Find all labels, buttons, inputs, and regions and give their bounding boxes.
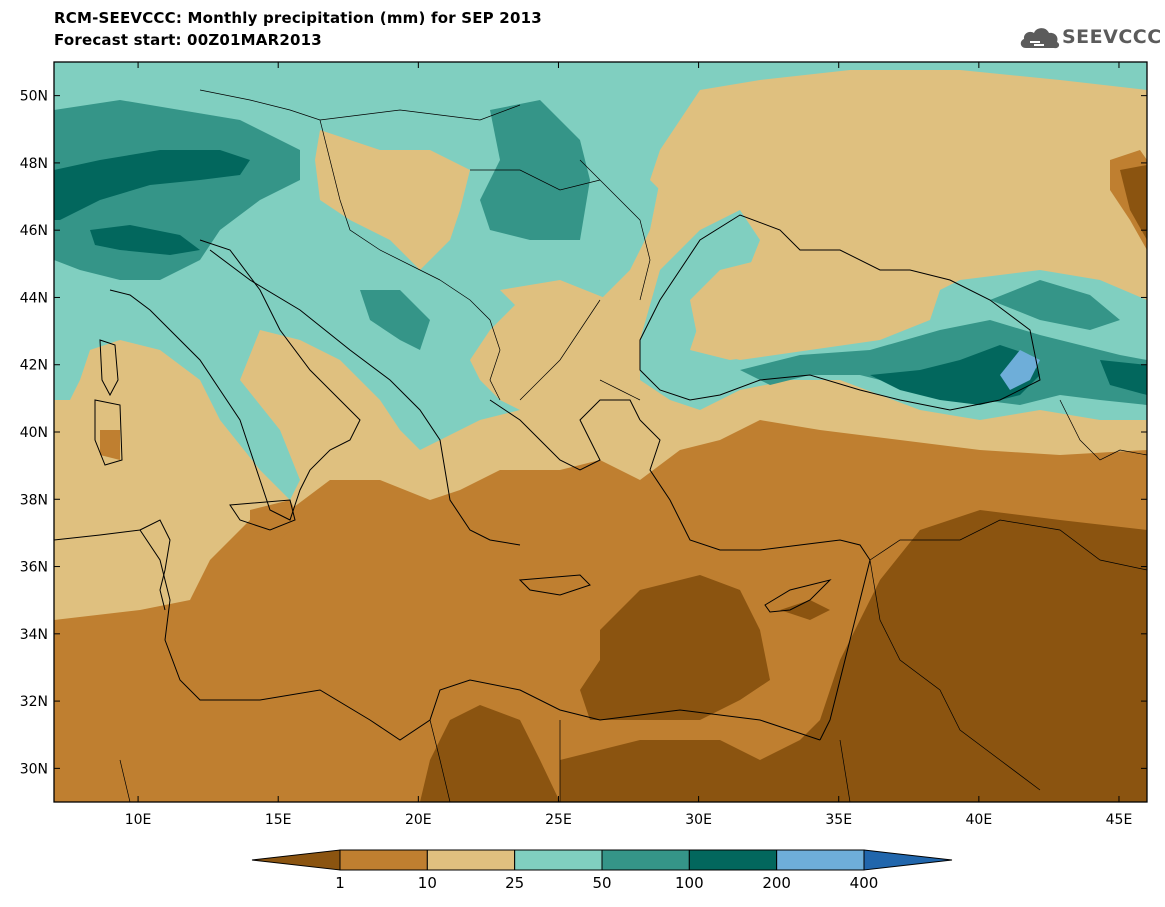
y-tick-label: 30N	[20, 761, 48, 777]
band-below-1-libya	[420, 705, 560, 802]
y-tick-label: 36N	[20, 560, 48, 576]
colorbar-box	[776, 849, 865, 871]
y-tick-label: 44N	[20, 290, 48, 306]
band-10-25-pannonia	[315, 130, 470, 270]
forecast-start-subtitle: Forecast start: 00Z01MAR2013	[54, 31, 322, 49]
band-1-10-sardinia	[100, 430, 120, 460]
logo-text: SEEVCCC	[1062, 26, 1162, 48]
x-tick-label: 10E	[125, 812, 152, 828]
colorbar-label: 50	[592, 874, 611, 892]
band-100-200-alps2	[90, 225, 200, 255]
colorbar-label: 1	[335, 874, 345, 892]
y-tick-label: 32N	[20, 694, 48, 710]
x-tick-label: 30E	[685, 812, 712, 828]
band-50-100-caucasus	[990, 280, 1120, 330]
band-below-1-cyprus	[780, 600, 830, 620]
colorbar-box	[688, 849, 778, 871]
x-axis: 10E 15E 20E 25E 30E 35E 40E 45E	[125, 62, 1133, 828]
y-tick-label: 48N	[20, 156, 48, 172]
band-100-200-georgia	[1100, 360, 1147, 395]
band-200-400	[1000, 350, 1040, 390]
colorbar-box	[514, 849, 603, 871]
y-tick-label: 42N	[20, 358, 48, 374]
x-tick-label: 45E	[1106, 812, 1133, 828]
precipitation-field	[54, 62, 1147, 802]
band-below-1-egypt	[580, 575, 770, 720]
colorbar-label: 25	[505, 874, 524, 892]
band-below-1-sinai	[560, 510, 1147, 802]
x-tick-label: 20E	[405, 812, 432, 828]
colorbar-label: 400	[850, 874, 879, 892]
cloud-icon	[1020, 28, 1060, 49]
colorbar-label: 10	[418, 874, 437, 892]
coastlines	[54, 214, 1041, 741]
band-10-25-blacksea	[690, 260, 940, 360]
band-10-25-balkans	[500, 280, 610, 320]
band-10-25-ukraine	[650, 70, 1147, 270]
borders	[119, 89, 1147, 802]
band-below-1-east	[1120, 165, 1147, 240]
x-tick-label: 15E	[265, 812, 292, 828]
colorbar: 1 10 25 50 100 200 400	[251, 849, 953, 892]
y-axis: 30N 32N 34N 36N 38N 40N 42N 44N 46N 48N 50N	[20, 89, 1147, 777]
band-100-200-alps	[54, 150, 250, 220]
colorbar-label: 200	[762, 874, 791, 892]
band-50-100-pontic	[740, 320, 1147, 405]
band-50-100-dinarides	[360, 290, 430, 350]
colorbar-high-extension	[863, 849, 953, 871]
x-tick-label: 40E	[966, 812, 993, 828]
x-tick-label: 25E	[545, 812, 572, 828]
colorbar-box	[339, 849, 428, 871]
colorbar-label: 100	[675, 874, 704, 892]
band-100-200-pontic	[870, 345, 1040, 405]
map-title: RCM-SEEVCCC: Monthly precipitation (mm) …	[54, 9, 542, 27]
band-50-100-carpathians	[480, 100, 590, 240]
y-tick-label: 40N	[20, 425, 48, 441]
y-tick-label: 50N	[20, 89, 48, 105]
band-1-10-westmed	[250, 500, 300, 540]
colorbar-low-extension	[251, 849, 341, 871]
y-tick-label: 34N	[20, 627, 48, 643]
y-tick-label: 46N	[20, 223, 48, 239]
y-tick-label: 38N	[20, 492, 48, 508]
colorbar-box	[426, 849, 516, 871]
seevccc-logo: SEEVCCC	[1018, 20, 1161, 56]
x-tick-label: 35E	[825, 812, 852, 828]
colorbar-box	[601, 849, 690, 871]
